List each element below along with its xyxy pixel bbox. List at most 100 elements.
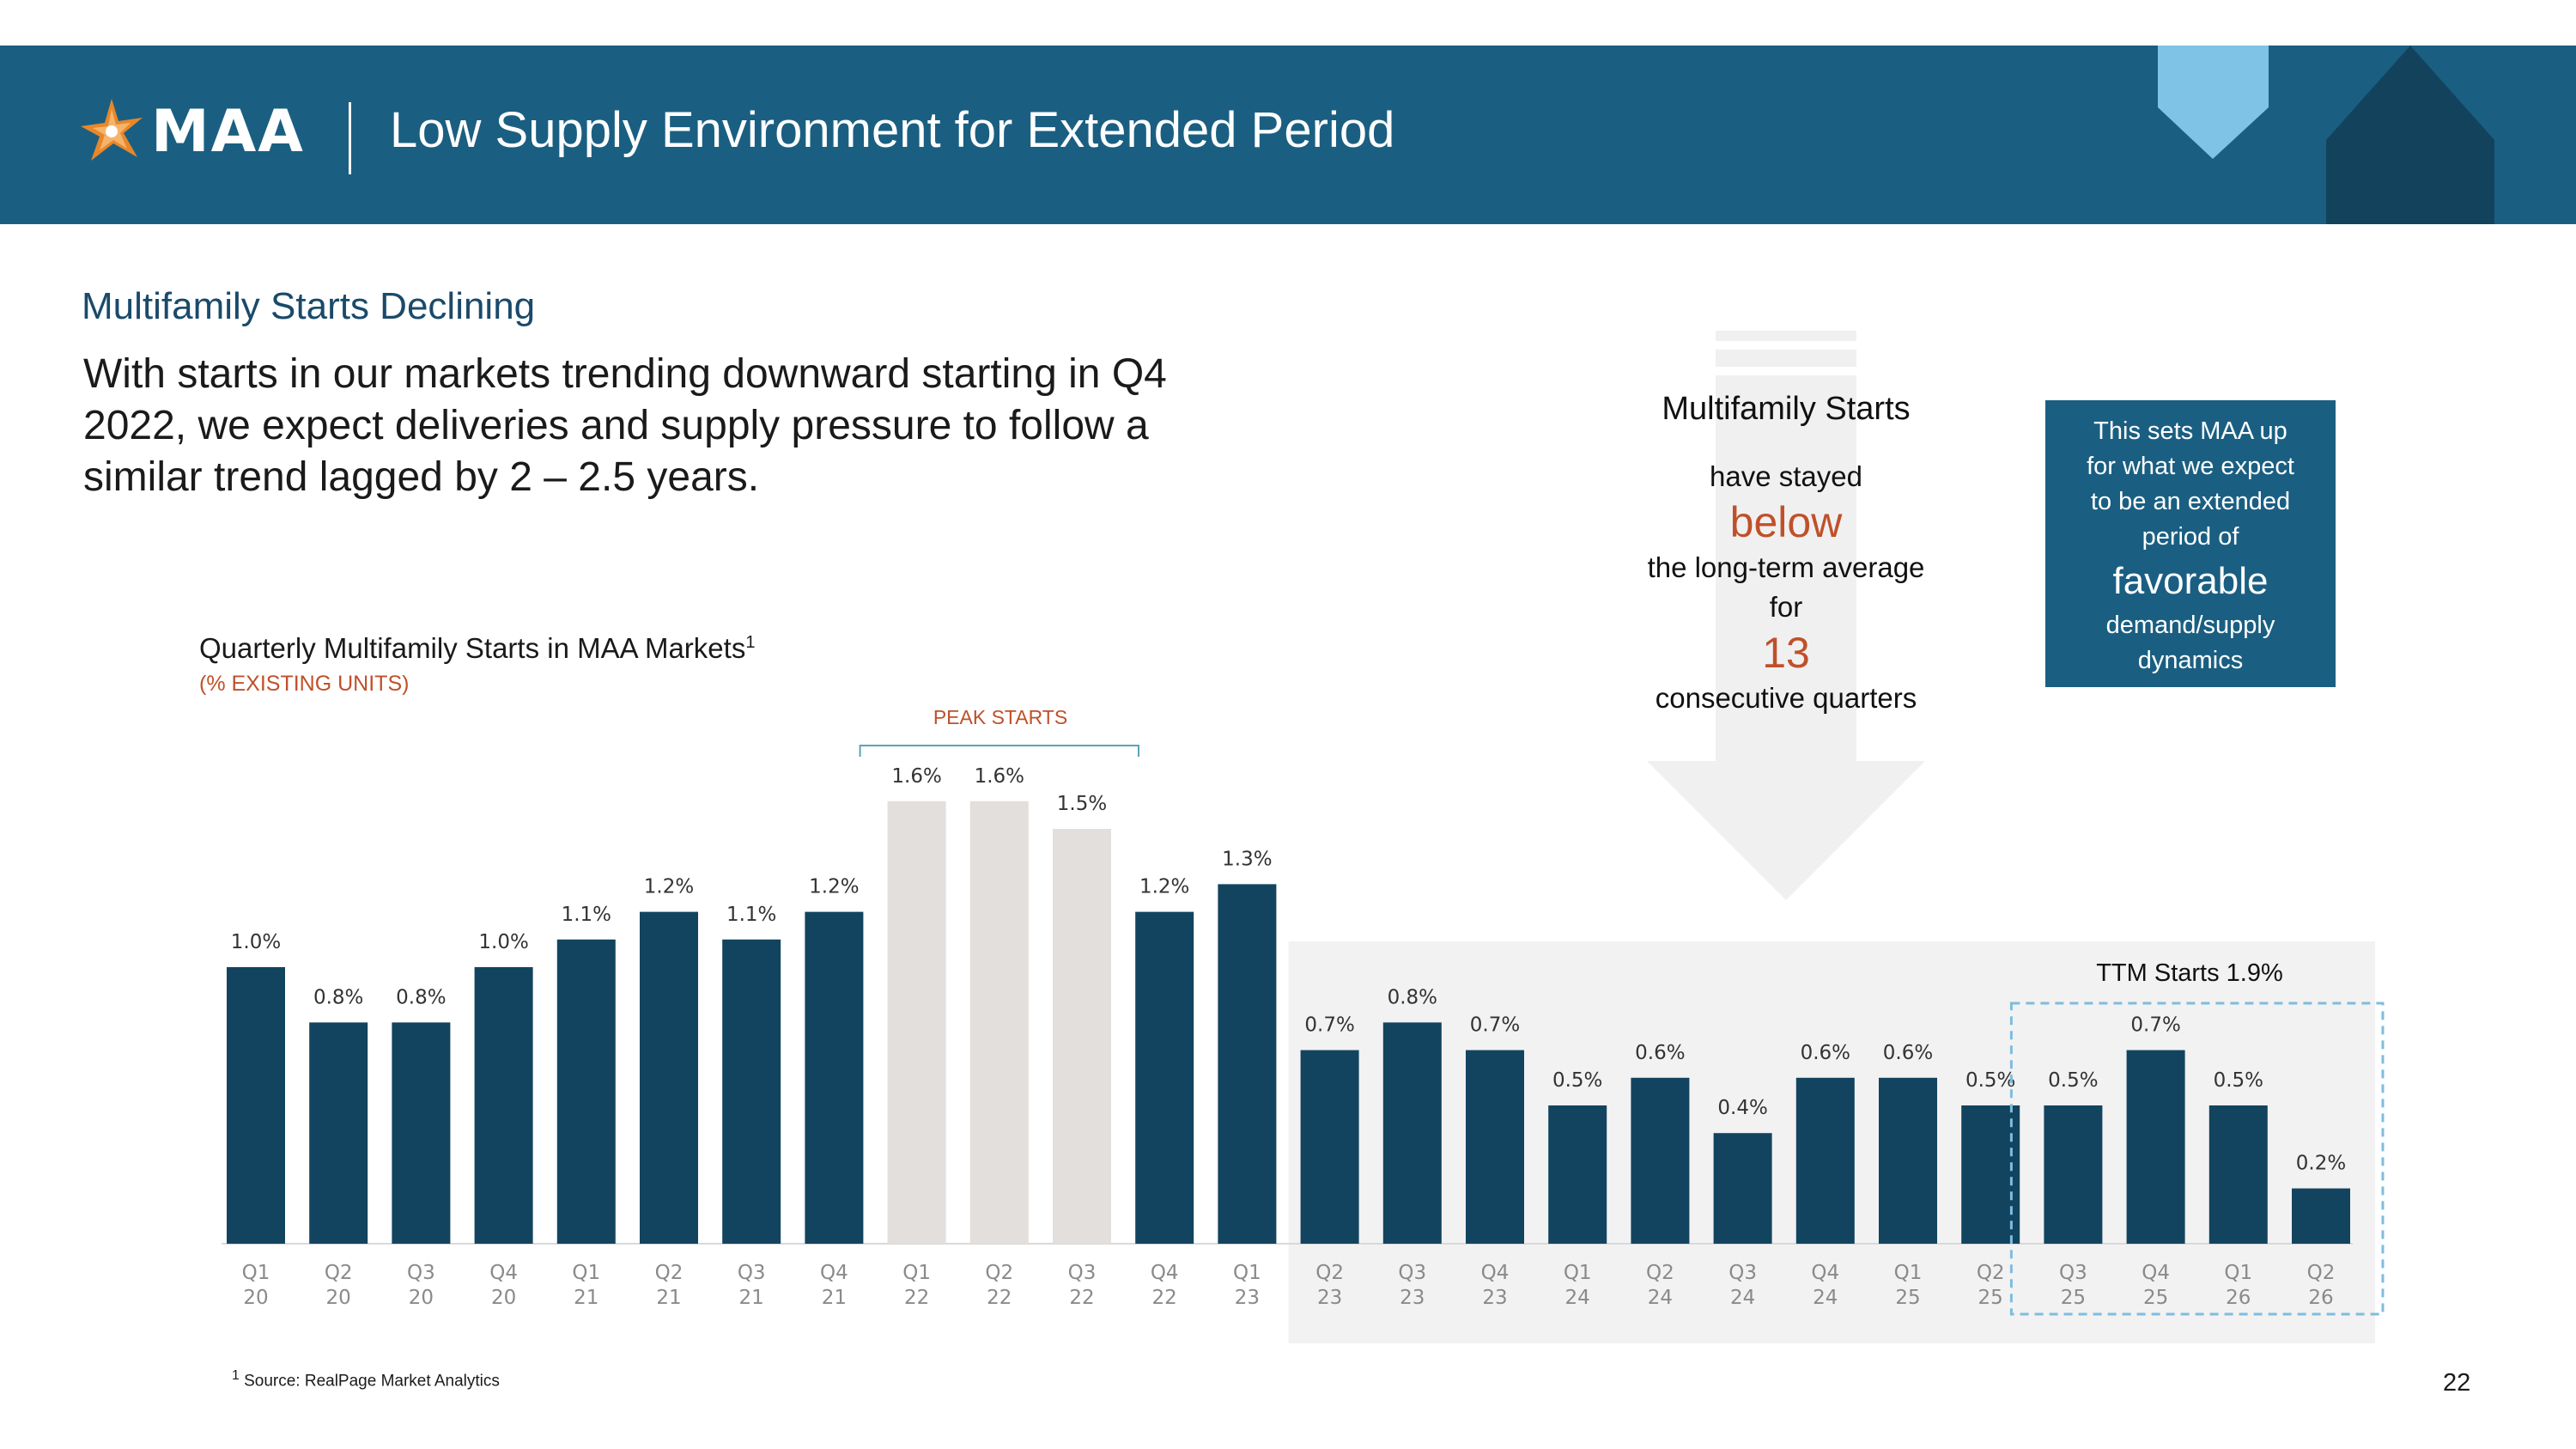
bar-value-label: 0.7% bbox=[1470, 1014, 1520, 1037]
callout-line-2: for what we expect bbox=[2087, 453, 2294, 480]
bar-value-label: 1.1% bbox=[726, 904, 776, 926]
ttm-dashed-box bbox=[2009, 1002, 2385, 1316]
x-tick-quarter: Q3 bbox=[407, 1262, 435, 1284]
x-tick-year: 22 bbox=[1152, 1287, 1177, 1309]
bar bbox=[2126, 1050, 2185, 1244]
bar bbox=[640, 911, 698, 1244]
bar-value-label: 1.0% bbox=[478, 931, 528, 953]
x-tick-year: 24 bbox=[1648, 1287, 1673, 1309]
bar-value-label: 0.6% bbox=[1801, 1042, 1850, 1064]
x-tick-year: 21 bbox=[574, 1287, 598, 1309]
x-tick-year: 23 bbox=[1317, 1287, 1342, 1309]
bar bbox=[1548, 1105, 1607, 1244]
bar bbox=[1382, 1022, 1442, 1244]
peak-starts-label: PEAK STARTS bbox=[933, 706, 1068, 728]
bar bbox=[887, 801, 946, 1244]
bar bbox=[2044, 1105, 2103, 1244]
ms-line-1: have stayed bbox=[1710, 460, 1862, 492]
bar-value-label: 1.6% bbox=[891, 765, 941, 788]
bar-value-label: 1.1% bbox=[562, 904, 611, 926]
bar-value-label: 0.7% bbox=[2130, 1014, 2180, 1037]
header-divider bbox=[349, 102, 351, 174]
bar bbox=[1713, 1133, 1772, 1244]
x-tick-quarter: Q2 bbox=[325, 1262, 353, 1284]
x-tick-quarter: Q2 bbox=[1646, 1262, 1674, 1284]
bar bbox=[2208, 1105, 2268, 1244]
ms-line-2: the long-term average bbox=[1647, 551, 1925, 583]
bar-value-label: 0.7% bbox=[1304, 1014, 1354, 1037]
x-tick-year: 22 bbox=[987, 1287, 1012, 1309]
ms-emphasis-count: 13 bbox=[1762, 629, 1810, 677]
x-tick-year: 22 bbox=[1069, 1287, 1094, 1309]
bar-value-label: 0.8% bbox=[1388, 986, 1437, 1008]
bar bbox=[1135, 911, 1194, 1244]
x-tick-quarter: Q4 bbox=[1151, 1262, 1179, 1284]
callout-emphasis: favorable bbox=[2112, 560, 2269, 602]
bar bbox=[309, 1022, 368, 1244]
x-tick-quarter: Q4 bbox=[1811, 1262, 1839, 1284]
x-tick-year: 23 bbox=[1235, 1287, 1260, 1309]
ttm-starts-label: TTM Starts 1.9% bbox=[2096, 959, 2283, 987]
intro-paragraph: With starts in our markets trending down… bbox=[83, 351, 1167, 500]
x-tick-quarter: Q2 bbox=[655, 1262, 683, 1284]
callout-line-1: This sets MAA up bbox=[2093, 417, 2287, 445]
chart-title-footnote-mark: 1 bbox=[745, 633, 756, 652]
source-footnote: 1 Source: RealPage Market Analytics bbox=[232, 1368, 500, 1391]
chart-title: Quarterly Multifamily Starts in MAA Mark… bbox=[199, 632, 755, 665]
x-tick-quarter: Q3 bbox=[738, 1262, 766, 1284]
x-tick-quarter: Q3 bbox=[2059, 1262, 2087, 1284]
x-tick-quarter: Q3 bbox=[1398, 1262, 1426, 1284]
bar bbox=[392, 1022, 451, 1244]
x-tick-year: 20 bbox=[409, 1287, 434, 1309]
footnote-mark: 1 bbox=[232, 1368, 240, 1383]
bar bbox=[722, 939, 781, 1244]
x-tick-year: 21 bbox=[656, 1287, 681, 1309]
bar-value-label: 1.5% bbox=[1057, 793, 1107, 815]
x-tick-quarter: Q1 bbox=[2224, 1262, 2252, 1284]
bar bbox=[556, 939, 616, 1244]
x-tick-quarter: Q4 bbox=[820, 1262, 848, 1284]
bar-value-label: 0.8% bbox=[313, 986, 363, 1008]
bar-value-label: 0.5% bbox=[2048, 1069, 2098, 1092]
x-tick-quarter: Q4 bbox=[2142, 1262, 2170, 1284]
bar-value-label: 1.2% bbox=[809, 876, 859, 898]
bar-value-label: 0.5% bbox=[2214, 1069, 2263, 1092]
bar-value-label: 1.2% bbox=[644, 876, 694, 898]
bar bbox=[1879, 1077, 1937, 1244]
x-tick-year: 26 bbox=[2308, 1287, 2333, 1309]
callout-line-6: dynamics bbox=[2137, 647, 2244, 674]
bar-value-label: 1.6% bbox=[975, 765, 1024, 788]
bar bbox=[805, 911, 864, 1244]
callout-line-5: demand/supply bbox=[2105, 612, 2275, 639]
peak-bracket bbox=[859, 745, 1139, 757]
callout-line-4: period of bbox=[2142, 523, 2239, 551]
ms-heading: Multifamily Starts bbox=[1662, 391, 1911, 427]
arrow-stripe bbox=[1716, 350, 1856, 367]
bar bbox=[2292, 1188, 2350, 1244]
x-tick-year: 25 bbox=[1978, 1287, 2003, 1309]
x-tick-year: 21 bbox=[739, 1287, 764, 1309]
x-tick-quarter: Q3 bbox=[1728, 1262, 1757, 1284]
multifamily-starts-message: Multifamily Starts have stayed below the… bbox=[1614, 391, 1958, 718]
x-tick-quarter: Q4 bbox=[489, 1262, 518, 1284]
bar bbox=[1961, 1105, 2020, 1244]
x-tick-year: 24 bbox=[1565, 1287, 1590, 1309]
bar bbox=[1218, 884, 1277, 1244]
bar bbox=[474, 967, 533, 1244]
bar bbox=[1466, 1050, 1524, 1244]
bar bbox=[227, 967, 285, 1244]
bar-value-label: 0.6% bbox=[1883, 1042, 1933, 1064]
bar-value-label: 1.0% bbox=[231, 931, 281, 953]
bar-value-label: 1.3% bbox=[1222, 848, 1272, 870]
x-tick-year: 24 bbox=[1730, 1287, 1755, 1309]
section-subtitle: Multifamily Starts Declining bbox=[82, 285, 536, 327]
page-title: Low Supply Environment for Extended Peri… bbox=[390, 102, 1395, 158]
footnote-text: Source: RealPage Market Analytics bbox=[244, 1372, 500, 1391]
bar-value-label: 0.5% bbox=[1552, 1069, 1602, 1092]
x-tick-quarter: Q1 bbox=[1894, 1262, 1923, 1284]
header-bar: MAA Low Supply Environment for Extended … bbox=[0, 46, 2576, 224]
x-tick-year: 20 bbox=[491, 1287, 516, 1309]
x-tick-quarter: Q1 bbox=[572, 1262, 600, 1284]
x-tick-quarter: Q2 bbox=[1315, 1262, 1344, 1284]
chart-title-text: Quarterly Multifamily Starts in MAA Mark… bbox=[199, 632, 746, 664]
